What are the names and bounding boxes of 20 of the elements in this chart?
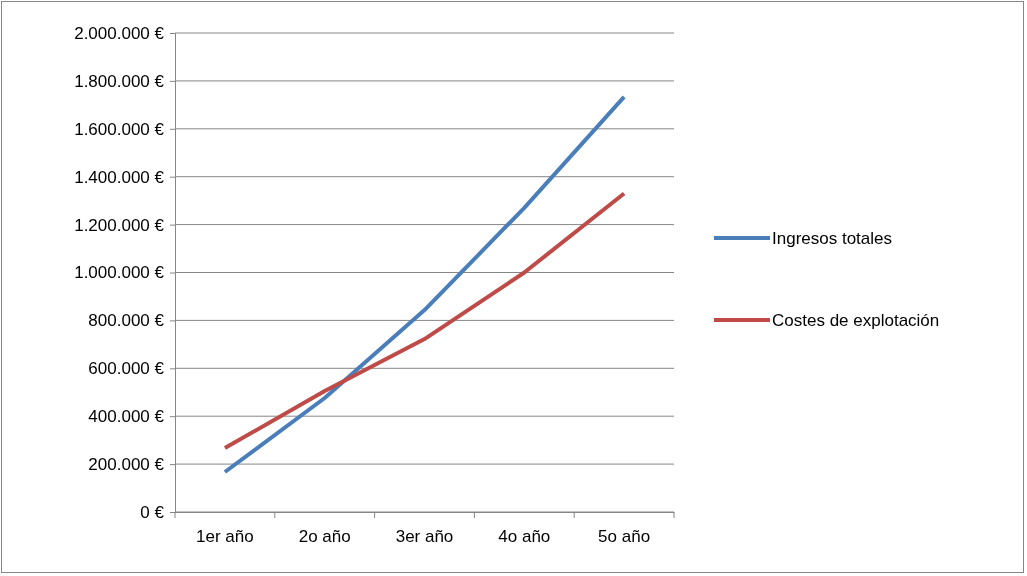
x-tick-label: 4o año [498,527,551,547]
y-tick-label: 1.400.000 € [74,167,165,187]
x-tick-label: 5o año [598,527,651,547]
y-tick-label: 200.000 € [88,455,165,475]
line-series [222,94,627,474]
legend-label: Costes de explotación [772,311,940,330]
y-tick-label: 1.800.000 € [74,71,165,91]
y-tick-label: 1.200.000 € [74,215,165,235]
y-tick-label: 0 € [140,502,165,522]
y-tick-label: 400.000 € [88,407,165,427]
y-tick-label: 1.600.000 € [74,119,165,139]
x-tick-label: 3er año [395,527,454,547]
x-tick-label: 2o año [298,527,351,547]
x-tick-label: 1er año [196,527,254,547]
legend-label: Ingresos totales [772,229,893,248]
line-series [222,191,627,451]
y-tick-label: 2.000.000 € [74,23,165,43]
y-tick-label: 600.000 € [88,359,165,379]
y-tick-label: 1.000.000 € [74,263,165,283]
y-tick-label: 800.000 € [88,311,165,331]
